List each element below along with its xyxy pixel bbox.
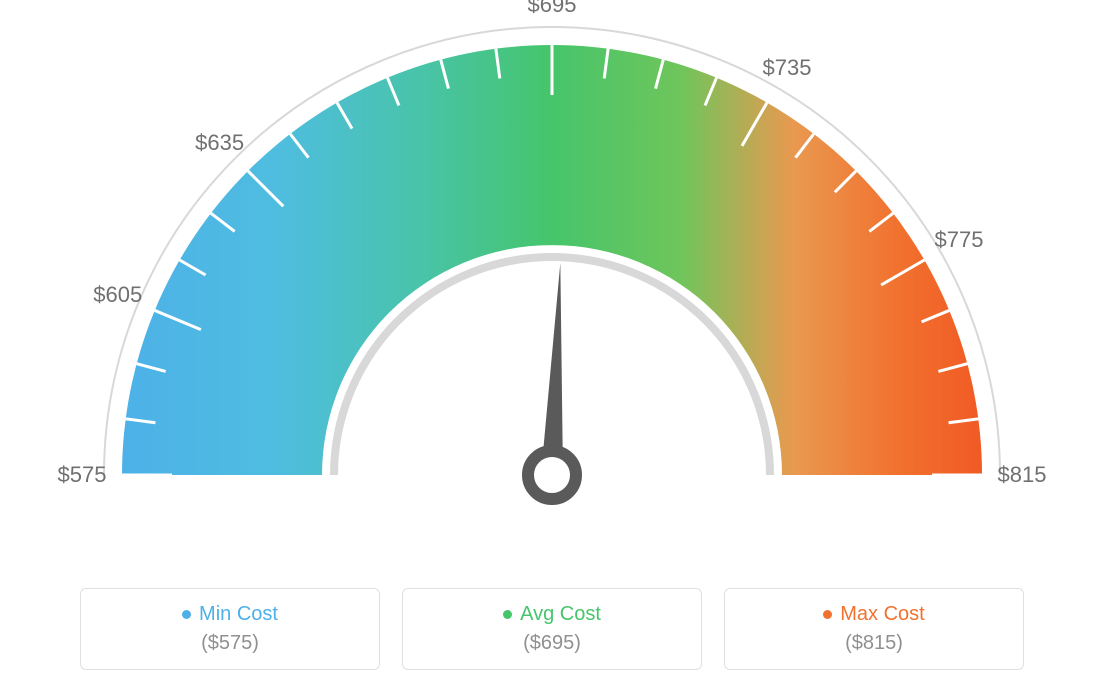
gauge-svg (0, 0, 1104, 560)
legend-value-min: ($575) (81, 632, 379, 655)
legend: Min Cost ($575) Avg Cost ($695) Max Cost… (80, 588, 1024, 670)
gauge-chart: $575 $605 $635 $695 $735 $775 $815 (0, 0, 1104, 560)
legend-label-row: Max Cost (725, 603, 1023, 626)
gauge-tick-label: $695 (528, 0, 577, 18)
gauge-tick-label: $735 (763, 55, 812, 81)
legend-label-row: Min Cost (81, 603, 379, 626)
legend-item-avg: Avg Cost ($695) (402, 588, 702, 670)
gauge-tick-label: $775 (935, 227, 984, 253)
legend-value-avg: ($695) (403, 632, 701, 655)
gauge-tick-label: $635 (195, 130, 244, 156)
legend-label-max: Max Cost (840, 603, 924, 626)
legend-dot-max (823, 610, 832, 619)
legend-dot-avg (503, 610, 512, 619)
gauge-tick-label: $815 (998, 462, 1047, 488)
legend-value-max: ($815) (725, 632, 1023, 655)
legend-item-max: Max Cost ($815) (724, 588, 1024, 670)
legend-label-row: Avg Cost (403, 603, 701, 626)
legend-dot-min (182, 610, 191, 619)
gauge-tick-label: $575 (58, 462, 107, 488)
gauge-tick-label: $605 (93, 282, 142, 308)
legend-label-min: Min Cost (199, 603, 278, 626)
legend-label-avg: Avg Cost (520, 603, 601, 626)
legend-item-min: Min Cost ($575) (80, 588, 380, 670)
